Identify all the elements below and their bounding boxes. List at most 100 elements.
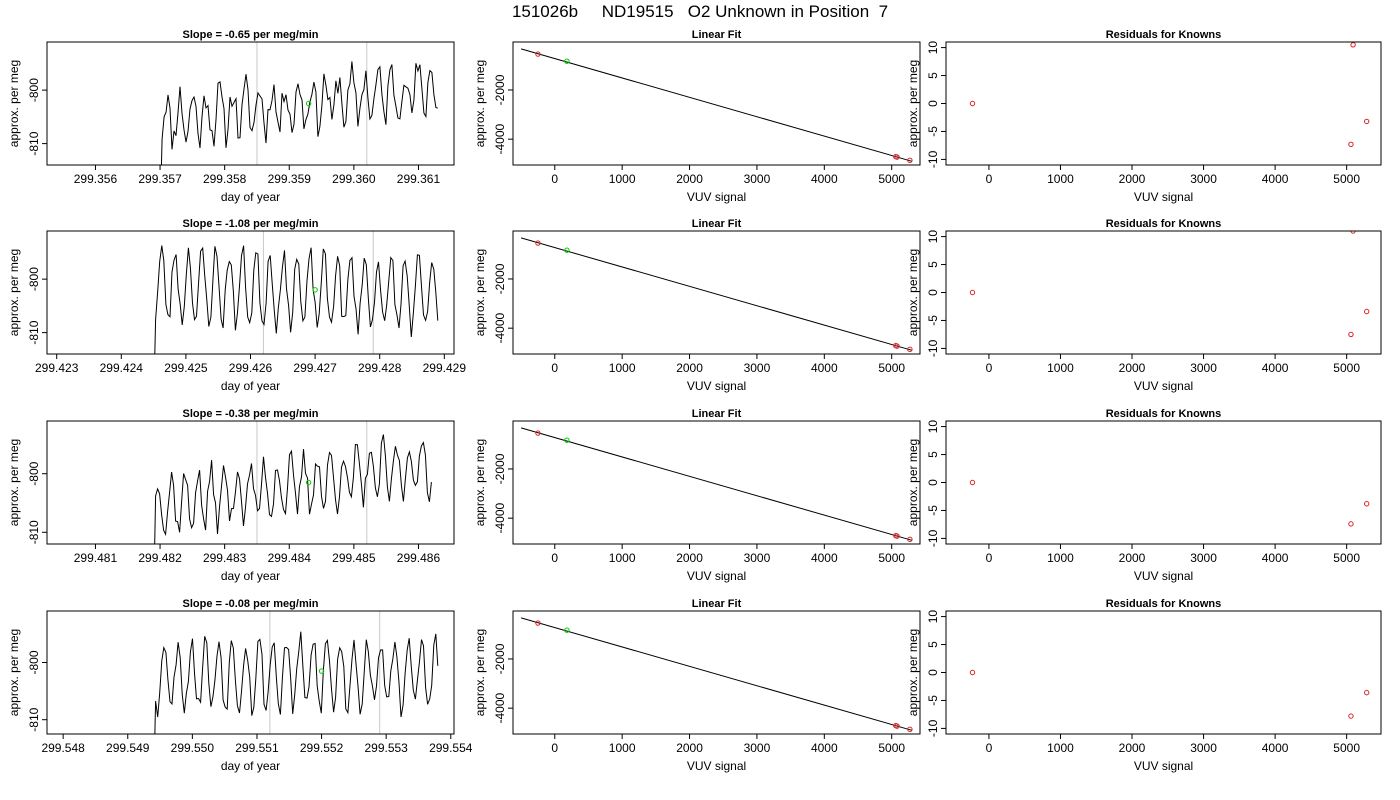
plot-frame	[512, 41, 921, 166]
panel-title: Slope = -1.08 per meg/min	[182, 218, 318, 230]
unknown-point	[312, 287, 318, 293]
plot-frame	[46, 420, 455, 545]
x-tick-label: 299.551	[235, 741, 279, 755]
x-axis-label: day of year	[221, 759, 280, 773]
y-tick-label: 10	[926, 610, 940, 624]
known-point	[1348, 713, 1354, 719]
plot-area	[520, 237, 913, 353]
unknown-point	[564, 437, 570, 443]
panel-1-3: Residuals for Knowns VUV signal approx. pe…	[906, 29, 1382, 204]
x-tick-label: 4000	[811, 361, 838, 375]
x-tick-label: 3000	[1190, 551, 1217, 565]
unknown-point	[564, 58, 570, 64]
known-point	[969, 669, 976, 676]
x-tick-label: 299.357	[138, 172, 182, 186]
x-axis-label: VUV signal	[1134, 379, 1193, 393]
x-tick-label: 4000	[1262, 172, 1289, 186]
y-tick-label: -5	[926, 315, 940, 326]
plot-area	[969, 42, 1370, 148]
y-tick-label: -10	[926, 339, 940, 357]
fit-line	[520, 237, 913, 351]
x-tick-label: 4000	[1262, 741, 1289, 755]
y-tick-label: -2000	[493, 453, 507, 484]
y-tick-label: -5	[926, 695, 940, 706]
x-tick-label: 1000	[609, 361, 636, 375]
panel-4-1: Slope = -0.08 per meg/min day of year appr…	[7, 598, 473, 773]
plot-area	[154, 231, 439, 354]
x-axis-label: VUV signal	[687, 569, 746, 583]
panel-4-3: Residuals for Knowns VUV signal approx. pe…	[906, 598, 1382, 773]
x-axis-label: VUV signal	[1134, 759, 1193, 773]
known-point	[1348, 141, 1354, 148]
x-tick-label: 4000	[811, 172, 838, 186]
x-axis-label: VUV signal	[687, 379, 746, 393]
known-point	[969, 289, 976, 296]
plot-frame	[945, 230, 1382, 355]
fit-line	[520, 617, 913, 731]
plot-area	[520, 48, 913, 164]
x-tick-label: 299.427	[293, 361, 337, 375]
x-tick-label: 3000	[744, 741, 771, 755]
x-tick-label: 3000	[1190, 172, 1217, 186]
x-tick-label: 299.549	[106, 741, 150, 755]
y-tick-label: -800	[27, 650, 41, 674]
unknown-point	[564, 247, 570, 253]
x-tick-label: 0	[986, 551, 993, 565]
known-point	[1351, 408, 1355, 412]
y-tick-label: -4000	[493, 693, 507, 724]
x-tick-label: 5000	[1333, 741, 1360, 755]
y-axis-label: approx. per meg	[473, 439, 487, 526]
known-point	[969, 100, 976, 107]
known-point	[1363, 501, 1370, 507]
plot-frame	[46, 230, 455, 355]
x-tick-label: 1000	[1047, 172, 1074, 186]
x-tick-label: 299.483	[203, 551, 247, 565]
known-point	[894, 533, 900, 539]
x-tick-label: 299.548	[41, 741, 85, 755]
plot-frame	[46, 41, 455, 166]
x-tick-label: 299.358	[203, 172, 247, 186]
known-point	[1350, 42, 1356, 48]
x-tick-label: 5000	[878, 172, 905, 186]
y-tick-label: 5	[926, 261, 940, 268]
y-tick-label: 0	[926, 479, 940, 486]
panel-title: Residuals for Knowns	[1106, 598, 1222, 610]
panel-2-2: Linear Fit VUV signal approx. per meg 0 1000…	[473, 218, 921, 393]
x-tick-label: 299.360	[332, 172, 376, 186]
x-tick-label: 299.361	[397, 172, 441, 186]
y-axis-label: approx. per meg	[7, 439, 21, 526]
y-tick-label: -5	[926, 505, 940, 516]
known-point	[894, 343, 900, 349]
x-tick-label: 3000	[1190, 361, 1217, 375]
x-tick-label: 2000	[676, 741, 703, 755]
x-tick-label: 4000	[811, 741, 838, 755]
known-point	[535, 51, 541, 57]
y-tick-label: 5	[926, 451, 940, 458]
known-point	[1363, 308, 1370, 315]
x-tick-label: 5000	[878, 361, 905, 375]
x-tick-label: 1000	[1047, 551, 1074, 565]
x-tick-label: 299.424	[100, 361, 144, 375]
x-tick-label: 299.426	[229, 361, 273, 375]
x-tick-label: 299.359	[268, 172, 312, 186]
plot-frame	[945, 610, 1382, 735]
known-point	[1363, 689, 1370, 696]
y-tick-label: -2000	[493, 74, 507, 105]
x-tick-label: 2000	[676, 361, 703, 375]
y-axis-label: approx. per meg	[906, 249, 920, 336]
x-tick-label: 299.554	[429, 741, 473, 755]
y-tick-label: -10	[926, 529, 940, 547]
x-tick-label: 3000	[744, 172, 771, 186]
signal-trace	[154, 434, 432, 544]
known-point	[1363, 118, 1370, 125]
y-tick-label: -5	[926, 126, 940, 137]
y-tick-label: -4000	[493, 503, 507, 534]
signal-trace	[154, 631, 439, 734]
y-axis-label: approx. per meg	[906, 60, 920, 147]
plot-area	[154, 611, 439, 734]
x-tick-label: 1000	[609, 551, 636, 565]
x-tick-label: 299.482	[138, 551, 182, 565]
y-tick-label: -800	[27, 461, 41, 485]
